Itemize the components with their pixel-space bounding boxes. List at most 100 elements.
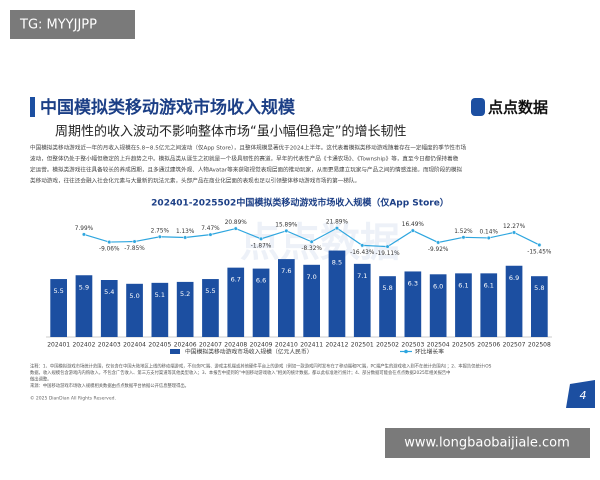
line-label: -16.43% (350, 250, 375, 256)
x-tick-label: 202411 (300, 342, 323, 349)
line-point (410, 228, 415, 233)
paragraph-line: 波动，但整体仍处于整小幅但稳定的上升趋势之中。模拟品类从诞生之初就是一个极具韧性… (30, 155, 459, 163)
x-tick-label: 202504 (427, 342, 450, 349)
line-label: -7.85% (124, 246, 145, 252)
bar-label: 6.1 (484, 281, 494, 289)
bar (328, 250, 346, 337)
x-tick-label: 202405 (148, 342, 171, 349)
logo: 点点数据 (488, 99, 548, 117)
legend-label: 环比增长率 (415, 348, 444, 356)
bar (404, 271, 422, 337)
line-point (183, 235, 188, 240)
tag: TG: MYYJJPP (19, 18, 97, 33)
bar-label: 7.0 (306, 273, 316, 281)
line-point (385, 244, 390, 249)
line-point (259, 236, 264, 241)
bar-label: 6.6 (256, 277, 266, 285)
line-point (157, 234, 162, 239)
line-label: 15.89% (275, 222, 298, 228)
paragraph-line: 中国模拟类移动游戏近一年的月收入规模在5.8~8.5亿元之间波动（仅App St… (30, 144, 467, 152)
paragraph: 中国模拟类移动游戏近一年的月收入规模在5.8~8.5亿元之间波动（仅App St… (30, 144, 467, 185)
line-label: -9.06% (99, 247, 120, 253)
footer: www.longbaobaijiale.com (404, 436, 570, 451)
bar-label: 5.0 (129, 292, 139, 300)
watermark: 点点数据 (240, 220, 400, 266)
note-line: 数据，收入规模包含游戏内内购收入，不包含广告收入、第三方支付渠道等其他类型收入；… (30, 369, 450, 376)
line-point (436, 240, 441, 245)
chart-title: 202401-2025502中国模拟类移动游戏市场收入规模（仅App Store… (151, 197, 449, 209)
bar-label: 6.7 (231, 276, 241, 284)
line-point (81, 232, 86, 237)
chart: 202401 202402 202403 202404 202405 202406 2024… (46, 220, 552, 356)
line-label: 1.13% (176, 229, 195, 235)
line-label: -15.45% (527, 249, 552, 255)
line-point (309, 239, 314, 244)
notes: 注释：1、中国模拟游戏市场统计范围，仅包含在中国大陆地区上线的移动端游戏，不包含… (30, 363, 492, 390)
line-label: 0.14% (480, 229, 499, 235)
line-label: -1.87% (251, 243, 272, 249)
bar-label: 5.1 (155, 291, 165, 299)
bar-label: 6.3 (408, 279, 418, 287)
x-tick-label: 202401 (47, 342, 70, 349)
x-tick-label: 202501 (351, 342, 374, 349)
x-tick-label: 202506 (477, 342, 500, 349)
line-label: 21.89% (326, 220, 349, 226)
line-point (512, 230, 517, 235)
bar (303, 264, 320, 337)
x-tick-label: 202404 (123, 342, 146, 349)
bar (126, 283, 143, 337)
bar (50, 279, 67, 337)
paragraph-line: 定运营。模拟类游戏往往具备较长的养成周期，且多通过建筑外观、人物Avatar等来… (30, 166, 463, 174)
x-tick-label: 202508 (528, 342, 551, 349)
bar (379, 276, 396, 337)
bar-label: 6.1 (458, 281, 468, 289)
line-point (360, 243, 365, 248)
bar-label: 7.1 (357, 272, 367, 280)
bar (202, 279, 219, 337)
bar (429, 274, 447, 337)
bar (252, 268, 270, 337)
line-point (537, 242, 542, 248)
bar-label: 6.9 (509, 274, 519, 282)
line-label: 7.47% (201, 226, 220, 232)
footer-box (385, 428, 590, 458)
x-tick-label: 202409 (250, 342, 273, 349)
line-point (107, 240, 112, 245)
line-label: 7.99% (75, 226, 94, 232)
bar (531, 276, 548, 337)
bar (100, 280, 118, 337)
line-label: -8.32% (301, 246, 322, 252)
copyright: © 2025 DianDian All Rights Reserved. (30, 395, 116, 402)
title: 中国模拟类移动游戏市场收入规模 (40, 97, 296, 118)
x-tick-label: 202503 (401, 342, 424, 349)
line-point (334, 226, 340, 231)
bar (278, 259, 295, 337)
note-line: 注释：1、中国模拟游戏市场统计范围，仅包含在中国大陆地区上线的移动端游戏，不包含… (30, 363, 492, 370)
logo-mark (471, 98, 485, 116)
title-accent (30, 97, 35, 117)
line-point (233, 226, 238, 231)
x-tick-label: 202402 (72, 342, 95, 349)
bar (151, 282, 169, 337)
bar-label: 5.2 (180, 290, 190, 298)
paragraph-line: 类移动游戏，往往还会融入社会化元素与大量新的玩法元素，头部产品在商业化层面的表现… (30, 177, 360, 185)
legend-swatch (170, 349, 180, 354)
bar-label: 8.5 (332, 259, 342, 267)
x-tick-label: 202408 (224, 342, 247, 349)
note-line: 来源：中国移动游戏市场收入规模相关数据由点点数据平台依据公开信息整理得出。 (30, 382, 189, 389)
x-tick-label: 202505 (452, 342, 475, 349)
line-label: 12.27% (503, 224, 526, 230)
x-tick-label: 202410 (275, 342, 298, 349)
line-point (461, 235, 466, 240)
x-tick-label: 202406 (174, 342, 197, 349)
line-label: -19.11% (375, 251, 400, 257)
bar-label: 5.5 (205, 287, 215, 295)
line-label: 2.75% (151, 228, 170, 234)
bar-label: 5.5 (53, 287, 63, 295)
bar (455, 273, 472, 337)
bar (353, 263, 371, 337)
bar-label: 5.8 (382, 284, 392, 292)
line-label: -9.92% (428, 247, 449, 253)
